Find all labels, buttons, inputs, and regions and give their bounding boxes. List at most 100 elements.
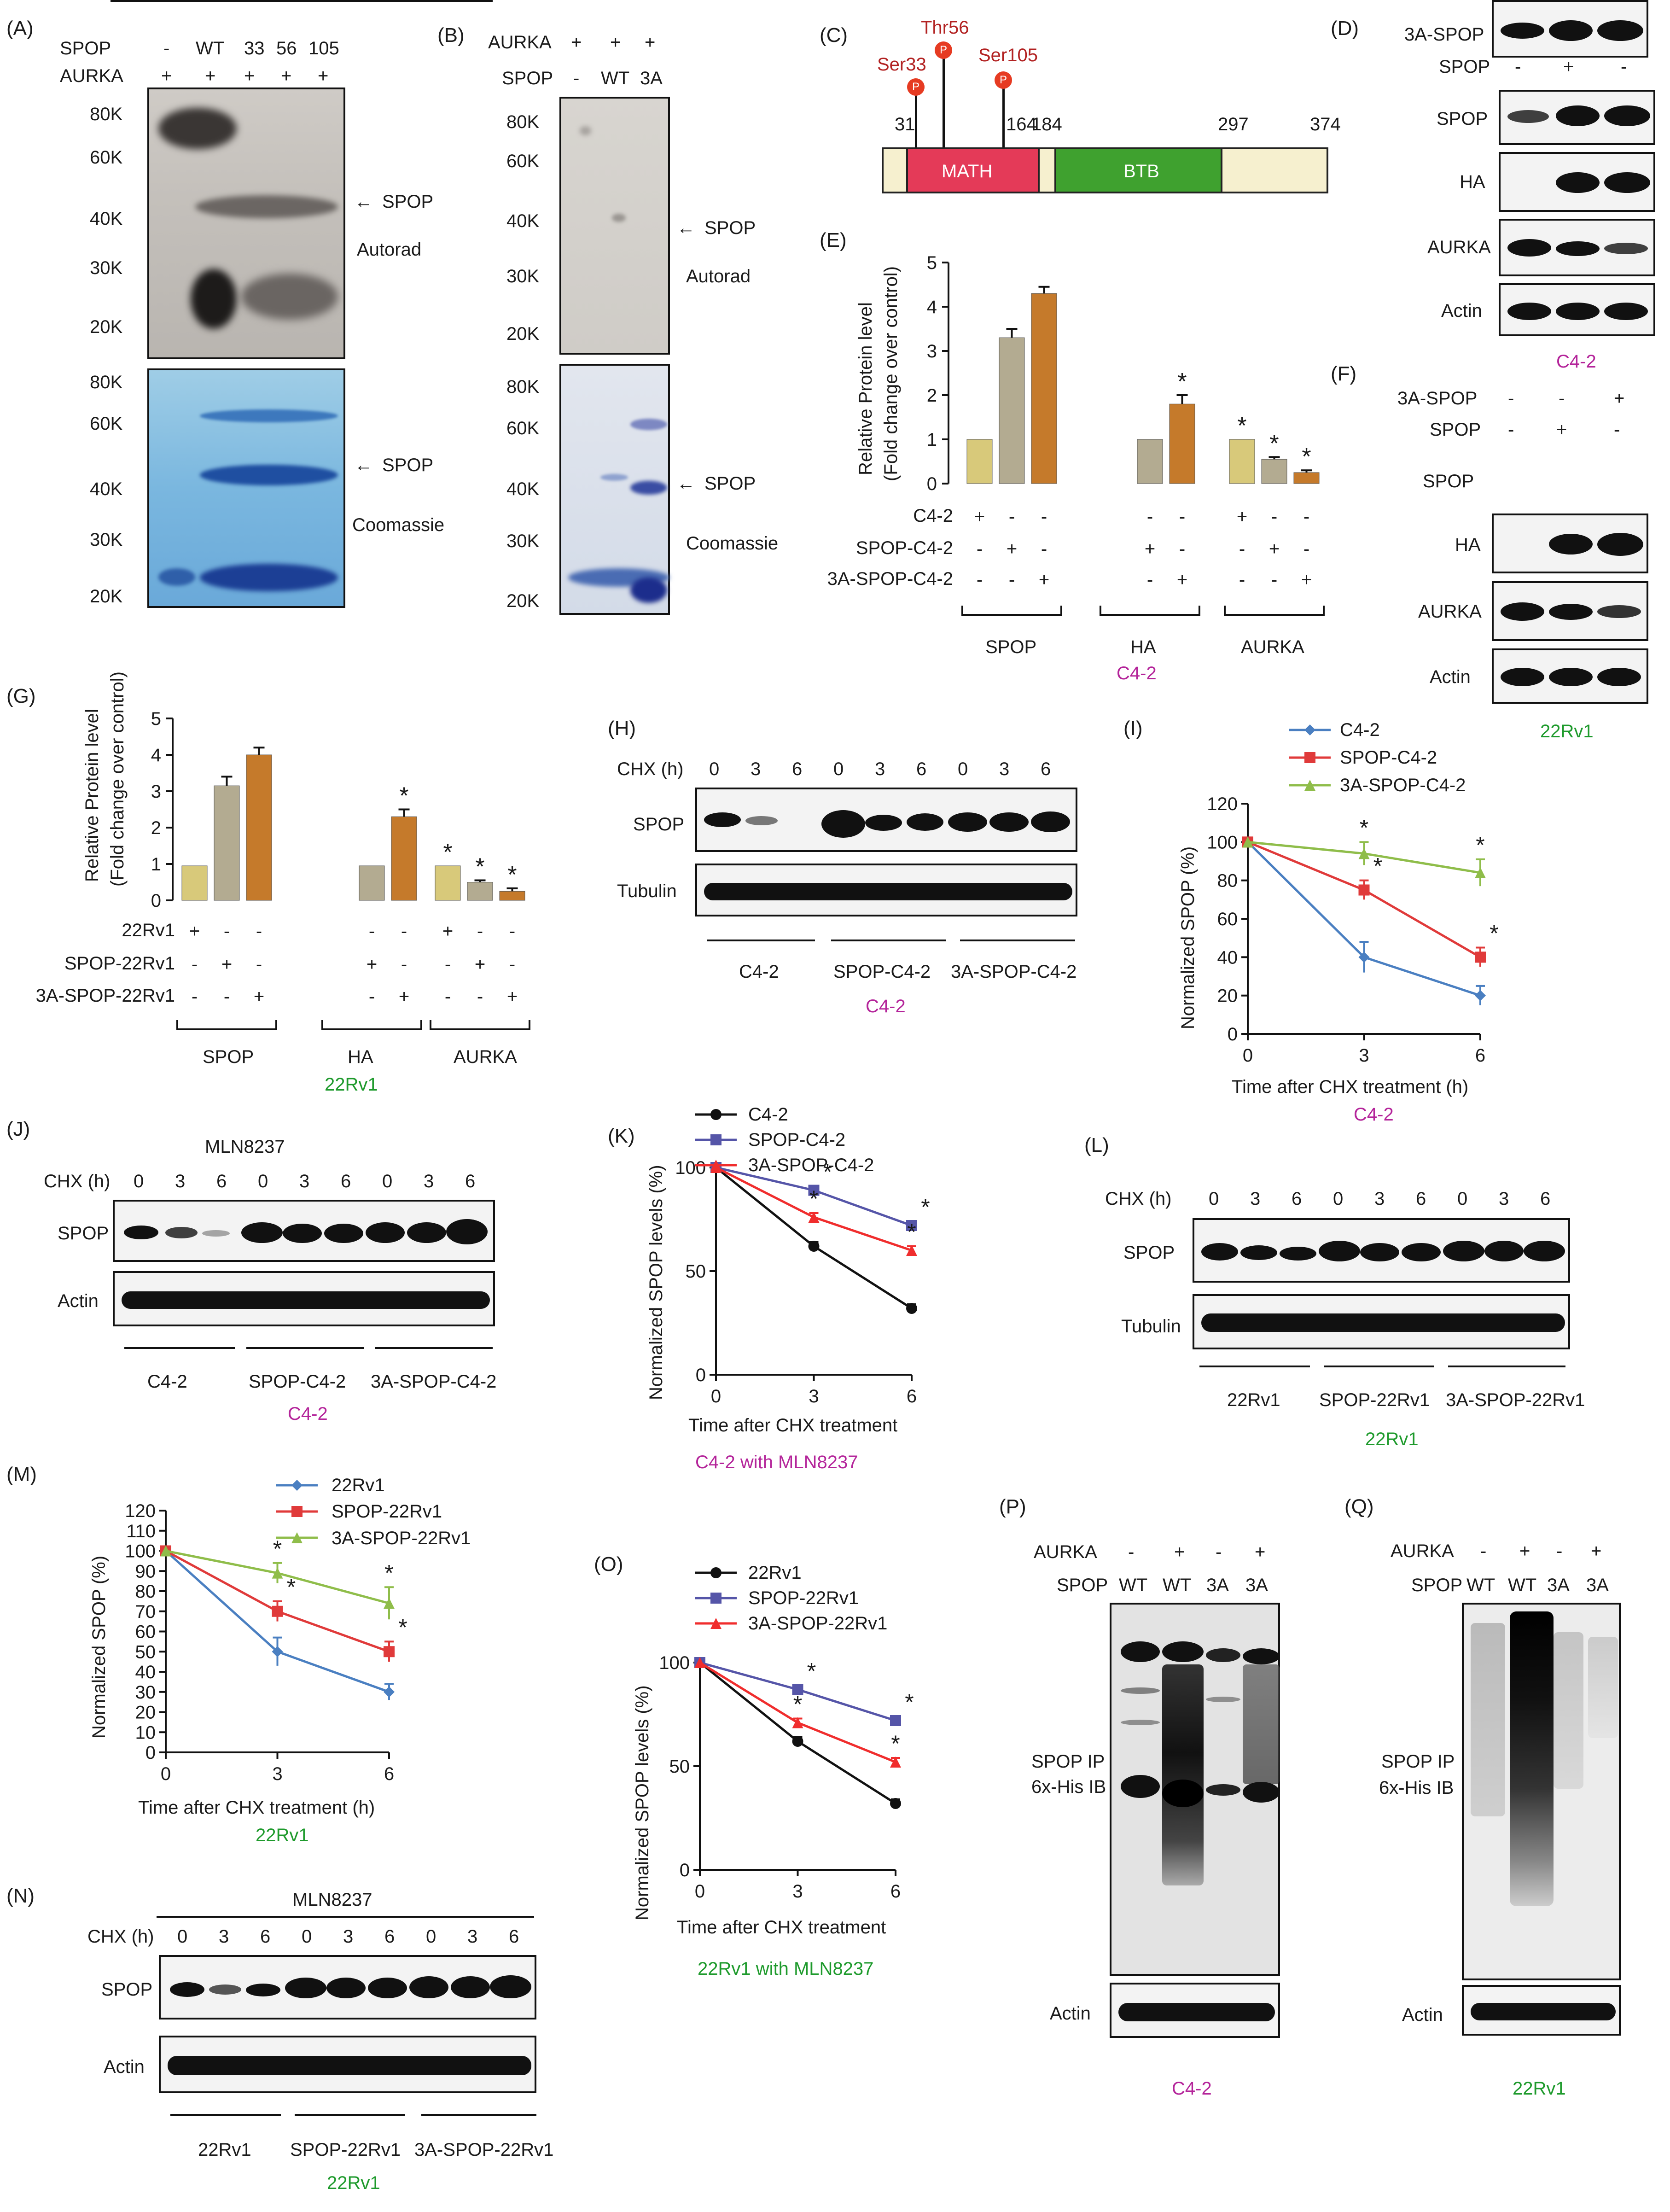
panel-label-p: (P): [999, 1495, 1026, 1518]
point-marker: [906, 1220, 917, 1231]
significance-star: *: [384, 1560, 393, 1586]
panel-p-cell-label: C4-2: [1172, 2078, 1212, 2099]
point-marker: [1304, 780, 1315, 791]
panel-b-spop-arrow-label: SPOP: [704, 218, 756, 238]
panel-e-row-label: 3A-SPOP-C4-2: [827, 569, 953, 589]
group-bracket: [176, 1020, 277, 1030]
group-bracket: [421, 2114, 536, 2116]
marker: 80K: [90, 104, 123, 124]
panel-h-tubulin-blot: [695, 864, 1077, 916]
panel-q-aurka-label: AURKA: [1391, 1541, 1454, 1561]
x-tick-label: 6: [1475, 1045, 1485, 1066]
panel-d-cell-label: C4-2: [1556, 351, 1596, 372]
legend-label: 3A-SPOP-C4-2: [1340, 775, 1466, 795]
significance-star: *: [823, 1159, 832, 1185]
domain-position: 184: [1031, 114, 1062, 134]
divider: [157, 1916, 534, 1918]
point-marker: [808, 1241, 820, 1252]
panel-a-spop-label: SPOP: [60, 38, 111, 58]
btb-domain: [1054, 147, 1222, 193]
group-bracket: [1224, 606, 1325, 616]
time-label: 0: [302, 1926, 312, 1947]
panel-j-group: SPOP-C4-2: [249, 1372, 346, 1392]
panel-label-h: (H): [608, 717, 636, 740]
y-tick-label: 30: [135, 1682, 156, 1703]
panel-g-group: AURKA: [454, 1047, 517, 1067]
panel-g-row-label: 3A-SPOP-22Rv1: [35, 986, 175, 1006]
point-marker: [1475, 951, 1486, 963]
panel-j-group: 3A-SPOP-C4-2: [371, 1372, 497, 1392]
row-label-actin: Actin: [1402, 2005, 1443, 2025]
panel-a-spop-arrow-label: SPOP: [382, 455, 434, 475]
y-tick-label: 1: [927, 430, 937, 450]
panel-h-group: SPOP-C4-2: [833, 962, 931, 982]
significance-star: *: [905, 1689, 914, 1715]
significance-star: *: [807, 1658, 816, 1684]
time-label: 0: [134, 1171, 144, 1191]
panel-j-mln: MLN8237: [205, 1137, 285, 1157]
legend-label: SPOP-22Rv1: [332, 1501, 442, 1522]
row-label-spop: SPOP: [1423, 471, 1474, 491]
panel-b-coomassie-label: Coomassie: [686, 533, 779, 554]
row-label-aurka: AURKA: [1418, 601, 1482, 622]
panel-label-o: (O): [594, 1553, 623, 1576]
panel-b-lane: WT: [601, 68, 630, 88]
panel-a-coomassie-label: Coomassie: [352, 515, 445, 535]
row-label-ha: HA: [1460, 172, 1485, 192]
panel-q-ip-label: SPOP IP: [1381, 1751, 1455, 1772]
lane-sign: -: [1128, 1542, 1135, 1562]
time-label: 0: [382, 1171, 393, 1191]
treatment-sign: -: [1303, 507, 1309, 527]
treatment-sign: +: [221, 954, 232, 975]
y-tick-label: 1: [151, 854, 161, 875]
marker: 30K: [506, 266, 540, 286]
panel-f-spop-blot: [1492, 0, 1648, 58]
time-label: 0: [833, 759, 844, 779]
panel-i-cell-label: C4-2: [1354, 1104, 1394, 1125]
treatment-sign: +: [507, 986, 518, 1007]
panel-n-mln: MLN8237: [292, 1890, 372, 1910]
significance-star: *: [1360, 815, 1368, 840]
y-tick-label: 40: [1217, 947, 1238, 968]
treatment-sign: -: [1303, 539, 1309, 559]
group-bracket: [831, 940, 946, 941]
point-marker: [291, 1506, 303, 1517]
point-marker: [906, 1245, 917, 1256]
panel-n-chx: CHX (h): [87, 1926, 154, 1947]
legend-label: 3A-SPOP-22Rv1: [332, 1528, 471, 1548]
panel-a-autorad-label: Autorad: [357, 239, 422, 260]
x-tick-label: 3: [1359, 1045, 1369, 1066]
row-label-spop: SPOP: [58, 1223, 109, 1243]
significance-star: *: [1490, 921, 1498, 946]
marker: 40K: [90, 209, 123, 229]
y-tick-label: 0: [696, 1365, 706, 1385]
time-label: 6: [792, 759, 803, 779]
significance-star: *: [273, 1536, 282, 1562]
panel-j-chx: CHX (h): [44, 1171, 111, 1191]
panel-o-xlabel: Time after CHX treatment: [677, 1917, 886, 1938]
group-bracket: [375, 1347, 493, 1349]
panel-a-lane: +: [244, 66, 255, 86]
point-marker: [1475, 867, 1486, 878]
y-tick-label: 0: [680, 1860, 690, 1880]
time-label: 3: [467, 1926, 478, 1947]
marker: 40K: [506, 479, 540, 499]
y-tick-label: 90: [135, 1561, 156, 1582]
x-tick-label: 3: [272, 1764, 282, 1784]
panel-l-spop-blot: [1193, 1218, 1570, 1283]
domain-position: 31: [895, 114, 915, 134]
marker: 80K: [90, 372, 123, 392]
panel-e-row-label: C4-2: [913, 506, 953, 526]
treatment-sign: +: [1301, 570, 1312, 590]
point-marker: [792, 1717, 803, 1728]
panel-a-lane: WT: [196, 38, 225, 58]
point-marker: [906, 1303, 917, 1314]
marker: 20K: [506, 591, 540, 611]
panel-label-d: (D): [1331, 17, 1359, 40]
panel-b-lane: +: [610, 32, 621, 53]
treatment-sign: +: [1039, 570, 1049, 590]
point-marker: [890, 1715, 901, 1726]
marker: 30K: [90, 258, 123, 278]
panel-l-group: 22Rv1: [1227, 1390, 1280, 1410]
